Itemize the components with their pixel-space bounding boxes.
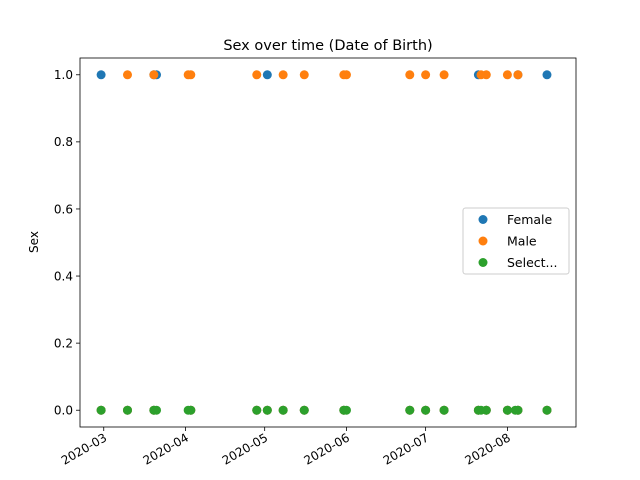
data-point (149, 70, 159, 80)
data-point (299, 405, 309, 415)
y-tick-label: 1.0 (54, 68, 73, 82)
legend-label: Select... (507, 255, 557, 270)
data-point (405, 405, 415, 415)
y-axis-label: Sex (27, 231, 41, 253)
data-point (502, 405, 512, 415)
data-point (481, 405, 491, 415)
data-point (122, 405, 132, 415)
data-point (341, 70, 351, 80)
data-point (252, 70, 262, 80)
data-point (513, 405, 523, 415)
data-point (299, 70, 309, 80)
legend-marker (478, 215, 488, 224)
series-2 (96, 405, 552, 415)
points-layer (96, 70, 552, 415)
legend-box (462, 207, 570, 275)
data-point (405, 70, 415, 80)
data-point (186, 405, 196, 415)
data-point (122, 70, 132, 80)
data-point (481, 70, 491, 80)
data-point (96, 70, 106, 80)
y-tick-label: 0.6 (54, 202, 73, 216)
data-point (439, 70, 449, 80)
data-point (502, 70, 512, 80)
legend-marker (478, 236, 488, 246)
data-point (96, 405, 106, 415)
data-point (252, 405, 262, 415)
data-point (513, 70, 523, 80)
data-point (278, 70, 288, 80)
data-point (262, 70, 272, 80)
plot-frame (79, 57, 577, 428)
data-point (341, 405, 351, 415)
data-point (262, 405, 272, 415)
y-tick-label: 0.0 (54, 404, 73, 418)
data-point (421, 70, 431, 80)
data-point (542, 70, 552, 80)
y-tick-label: 0.4 (54, 269, 73, 283)
data-point (152, 405, 162, 415)
data-point (278, 405, 288, 415)
y-tick-label: 0.2 (54, 336, 73, 350)
legend: Female Male Select... (462, 207, 570, 275)
legend-label: Female (507, 212, 553, 227)
data-point (421, 405, 431, 415)
legend-marker (478, 258, 488, 267)
chart-title: Sex over time (Date of Birth) (223, 38, 432, 54)
data-point (542, 405, 552, 415)
y-tick-label: 0.8 (54, 135, 73, 149)
data-point (186, 70, 196, 80)
y-axis: 0.0 0.2 0.4 0.6 0.8 1.0 (54, 68, 80, 418)
data-point (439, 405, 449, 415)
legend-label: Male (507, 234, 537, 249)
